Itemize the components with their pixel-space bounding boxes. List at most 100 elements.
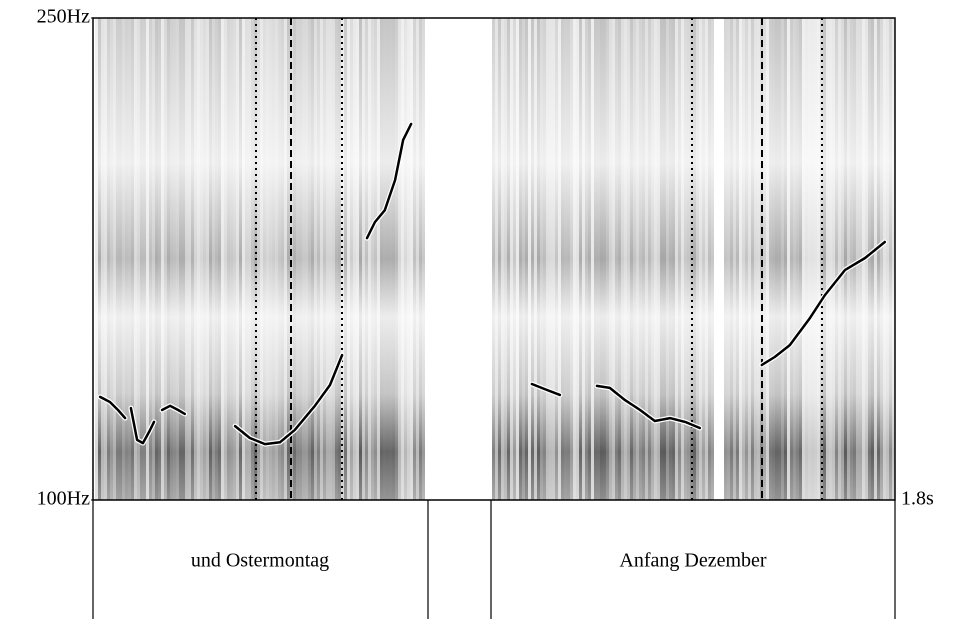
spectro-stripe — [621, 18, 624, 500]
spectro-stripe — [182, 18, 185, 500]
spectro-stripe — [546, 18, 549, 500]
spectro-stripe — [260, 18, 263, 500]
spectro-stripe — [251, 18, 254, 500]
spectro-stripe — [125, 18, 128, 500]
spectro-stripe — [215, 18, 218, 500]
spectro-stripe — [104, 18, 107, 500]
spectro-stripe — [603, 18, 606, 500]
spectro-stripe — [727, 18, 730, 500]
spectro-stripe — [775, 18, 778, 500]
spectro-stripe — [612, 18, 615, 500]
spectro-stripe — [419, 18, 422, 500]
spectro-stripe — [588, 18, 591, 500]
spectro-stripe — [757, 18, 760, 500]
spectro-stripe — [170, 18, 173, 500]
spectro-stripe — [119, 18, 122, 500]
spectro-stripe — [122, 18, 125, 500]
spectro-stripe — [161, 18, 164, 500]
tier-label: Anfang Dezember — [619, 550, 766, 572]
spectro-stripe — [191, 18, 194, 500]
spectro-stripe — [498, 18, 501, 500]
spectro-stripe — [107, 18, 110, 500]
spectro-stripe — [167, 18, 170, 500]
spectro-stripe — [516, 18, 519, 500]
spectro-stripe — [386, 18, 389, 500]
spectro-stripe — [805, 18, 808, 500]
spectro-stripe — [582, 18, 585, 500]
spectro-stripe — [561, 18, 564, 500]
spectro-stripe — [158, 18, 161, 500]
spectro-stripe — [314, 18, 317, 500]
spectro-stripe — [134, 18, 137, 500]
spectro-stripe — [137, 18, 140, 500]
spectro-stripe — [847, 18, 850, 500]
spectro-stripe — [823, 18, 826, 500]
spectro-stripe — [763, 18, 766, 500]
spectro-stripe — [702, 18, 705, 500]
spectro-stripe — [305, 18, 308, 500]
spectro-stripe — [344, 18, 347, 500]
spectro-stripe — [567, 18, 570, 500]
spectro-stripe — [422, 18, 425, 500]
spectro-stripe — [826, 18, 829, 500]
spectro-stripe — [748, 18, 751, 500]
spectro-stripe — [398, 18, 401, 500]
spectro-stripe — [275, 18, 278, 500]
spectro-stripe — [266, 18, 269, 500]
spectro-stripe — [522, 18, 525, 500]
spectro-stripe — [507, 18, 510, 500]
spectro-stripe — [359, 18, 362, 500]
spectro-stripe — [326, 18, 329, 500]
spectro-stripe — [543, 18, 546, 500]
spectro-stripe — [579, 18, 582, 500]
spectro-stripe — [814, 18, 817, 500]
spectro-stripe — [564, 18, 567, 500]
spectro-stripe — [329, 18, 332, 500]
spectro-stripe — [416, 18, 419, 500]
spectro-stripe — [615, 18, 618, 500]
spectro-stripe — [600, 18, 603, 500]
spectro-stripe — [711, 18, 714, 500]
spectro-stripe — [666, 18, 669, 500]
spectro-stripe — [368, 18, 371, 500]
spectro-stripe — [745, 18, 748, 500]
spectro-stripe — [293, 18, 296, 500]
spectro-stripe — [263, 18, 266, 500]
spectro-stripe — [395, 18, 398, 500]
spectro-stripe — [519, 18, 522, 500]
spectro-stripe — [627, 18, 630, 500]
spectro-stripe — [660, 18, 663, 500]
spectro-stripe — [101, 18, 104, 500]
spectro-stripe — [212, 18, 215, 500]
x-tick-label: 1.8s — [901, 488, 934, 510]
spectro-stripe — [233, 18, 236, 500]
spectro-stripe — [570, 18, 573, 500]
spectro-stripe — [206, 18, 209, 500]
spectro-stripe — [624, 18, 627, 500]
spectro-stripe — [802, 18, 805, 500]
y-tick-label: 100Hz — [37, 488, 90, 510]
spectro-stripe — [808, 18, 811, 500]
text-tier — [92, 500, 896, 619]
spectro-stripe — [98, 18, 101, 500]
spectro-stripe — [221, 18, 224, 500]
spectro-stripe — [230, 18, 233, 500]
spectro-stripe — [392, 18, 395, 500]
spectro-stripe — [751, 18, 754, 500]
spectro-stripe — [413, 18, 416, 500]
spectro-stripe — [362, 18, 365, 500]
spectro-stripe — [609, 18, 612, 500]
spectro-stripe — [754, 18, 757, 500]
spectro-stripe — [880, 18, 883, 500]
pitch-contour — [98, 122, 887, 446]
spectro-stripe — [404, 18, 407, 500]
spectro-stripe — [817, 18, 820, 500]
spectro-stripe — [618, 18, 621, 500]
spectro-stripe — [799, 18, 802, 500]
spectro-stripe — [146, 18, 149, 500]
spectro-stripe — [766, 18, 769, 500]
spectro-stripe — [730, 18, 733, 500]
spectro-stripe — [116, 18, 119, 500]
spectro-stripe — [338, 18, 341, 500]
